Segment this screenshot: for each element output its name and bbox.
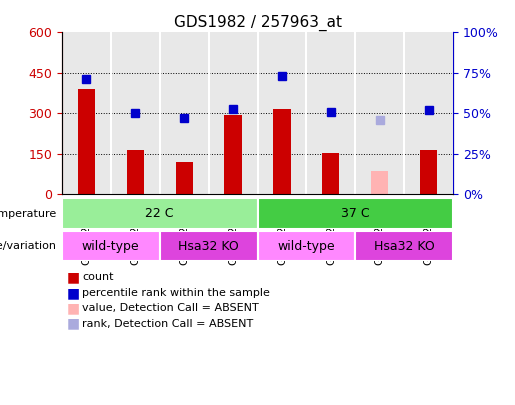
Text: ■: ■ [67, 271, 80, 284]
Text: wild-type: wild-type [278, 239, 335, 253]
Bar [176, 162, 193, 194]
Bar [78, 89, 95, 194]
FancyBboxPatch shape [355, 231, 453, 261]
Title: GDS1982 / 257963_at: GDS1982 / 257963_at [174, 15, 341, 31]
Bar [273, 109, 290, 194]
Text: percentile rank within the sample: percentile rank within the sample [82, 288, 270, 298]
Text: ■: ■ [67, 301, 80, 315]
Text: wild-type: wild-type [82, 239, 140, 253]
FancyBboxPatch shape [62, 231, 160, 261]
Bar [322, 153, 339, 194]
Text: Hsa32 KO: Hsa32 KO [374, 239, 435, 253]
Text: ■: ■ [67, 286, 80, 300]
Text: 22 C: 22 C [145, 207, 174, 220]
Bar [371, 171, 388, 194]
Text: Hsa32 KO: Hsa32 KO [178, 239, 239, 253]
Text: 37 C: 37 C [341, 207, 370, 220]
Text: genotype/variation: genotype/variation [0, 241, 57, 251]
Text: count: count [82, 273, 114, 282]
Text: value, Detection Call = ABSENT: value, Detection Call = ABSENT [82, 303, 259, 313]
Text: rank, Detection Call = ABSENT: rank, Detection Call = ABSENT [82, 319, 254, 328]
FancyBboxPatch shape [258, 198, 453, 229]
FancyBboxPatch shape [258, 231, 355, 261]
FancyBboxPatch shape [62, 198, 258, 229]
Bar [127, 150, 144, 194]
Text: ■: ■ [67, 317, 80, 330]
Bar [225, 115, 242, 194]
Bar [420, 150, 437, 194]
FancyBboxPatch shape [160, 231, 258, 261]
Text: temperature: temperature [0, 209, 57, 219]
